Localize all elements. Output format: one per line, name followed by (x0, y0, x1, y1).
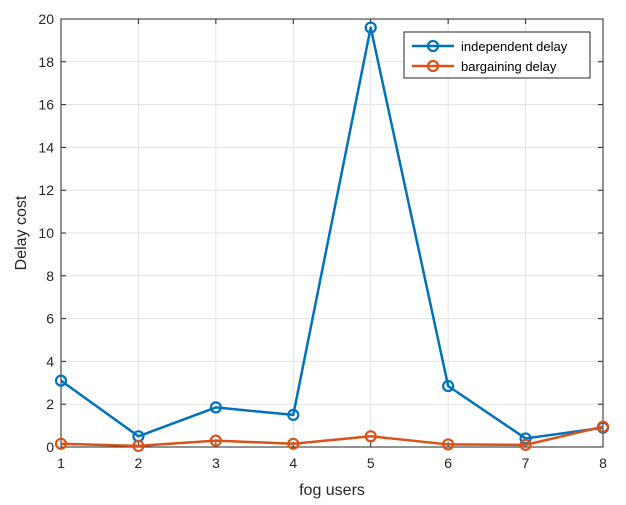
y-tick-label: 20 (38, 11, 54, 27)
y-tick-label: 2 (46, 396, 54, 412)
series-bargaining-delay (54, 420, 610, 453)
series-group (54, 21, 610, 453)
x-tick-label: 8 (599, 455, 607, 471)
data-point (287, 437, 300, 450)
y-tick-label: 4 (46, 353, 54, 369)
grid (60, 18, 604, 448)
data-point (364, 430, 377, 443)
y-tick-label: 16 (38, 97, 54, 113)
data-point (364, 21, 377, 34)
data-point (519, 432, 532, 445)
x-axis-label: fog users (299, 482, 365, 499)
x-tick-label: 2 (135, 455, 143, 471)
y-tick-label: 6 (46, 311, 54, 327)
data-point (442, 438, 455, 451)
data-point (442, 379, 455, 393)
legend-entry-label: independent delay (461, 39, 568, 54)
data-point (132, 439, 145, 453)
x-tick-label: 5 (367, 455, 375, 471)
series-independent-delay (54, 21, 610, 445)
x-tick-label: 4 (289, 455, 297, 471)
x-tick-label: 1 (57, 455, 65, 471)
legend-swatch-marker (426, 59, 440, 73)
series-line (60, 26, 604, 440)
data-point (54, 374, 68, 387)
data-point (519, 438, 532, 451)
y-axis-label: Delay cost (13, 195, 30, 270)
x-tick-label: 7 (522, 455, 530, 471)
legend-swatch-marker (426, 39, 440, 53)
x-tick-label: 6 (444, 455, 452, 471)
data-point (287, 408, 300, 421)
data-point (54, 437, 68, 450)
y-tick-label: 12 (38, 182, 54, 198)
y-tick-label: 18 (38, 54, 54, 70)
y-tick-label: 14 (38, 139, 54, 155)
y-tick-label: 0 (46, 439, 54, 455)
data-point (596, 420, 610, 433)
data-point (209, 401, 222, 414)
data-point (209, 434, 222, 447)
legend: independent delay bargaining delay (403, 31, 591, 79)
series-line (60, 425, 604, 448)
y-tick-label: 8 (46, 268, 54, 284)
x-tick-label: 3 (212, 455, 220, 471)
y-tick-label: 10 (38, 225, 54, 241)
legend-entry-label: bargaining delay (461, 59, 557, 74)
